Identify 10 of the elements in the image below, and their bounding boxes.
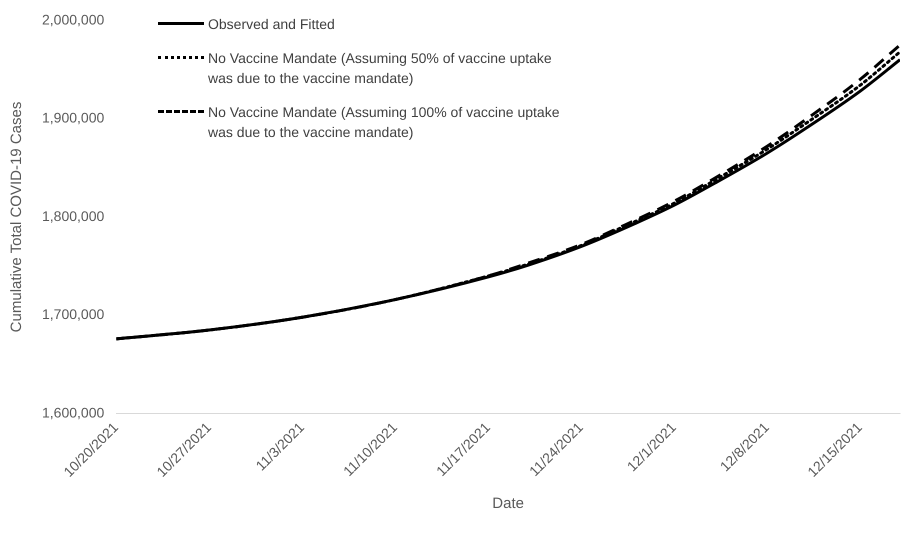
x-axis-title: Date <box>492 495 524 512</box>
y-tick-label: 2,000,000 <box>42 11 104 28</box>
legend-label: Observed and Fitted <box>208 15 335 34</box>
y-tick-label: 1,700,000 <box>42 306 104 322</box>
y-tick-label: 1,600,000 <box>42 404 104 420</box>
legend-label: No Vaccine Mandate (Assuming 100% of vaccine uptake was due to the vaccine mandate) <box>208 103 560 142</box>
y-tick-label: 1,800,000 <box>42 208 104 224</box>
y-axis-title: Cumulative Total COVID-19 Cases <box>8 102 26 332</box>
y-tick-label: 1,900,000 <box>42 110 104 126</box>
legend-label: No Vaccine Mandate (Assuming 50% of vaccine uptake was due to the vaccine mandate) <box>208 49 553 88</box>
